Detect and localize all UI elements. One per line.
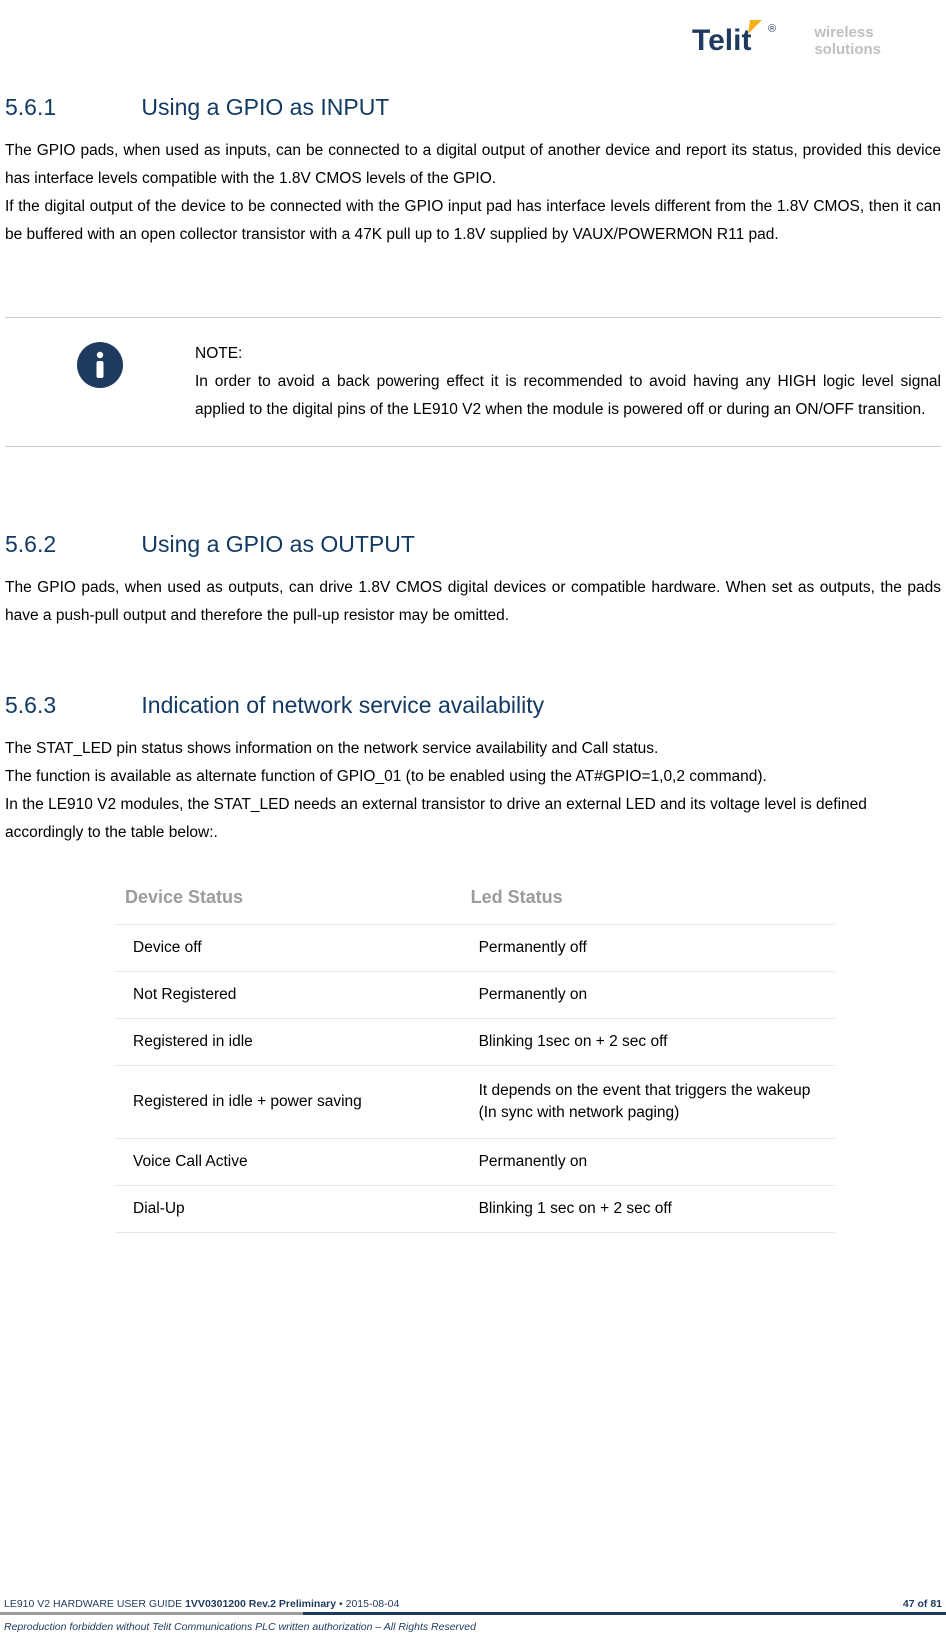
- table-header-row: Device Status Led Status: [115, 877, 835, 925]
- footer-doc-code: 1VV0301200 Rev.2 Preliminary: [185, 1598, 336, 1610]
- table-row: Dial-Up Blinking 1 sec on + 2 sec off: [115, 1186, 835, 1233]
- table-header: Led Status: [461, 877, 835, 925]
- led-status-table: Device Status Led Status Device off Perm…: [115, 877, 835, 1233]
- footer-bullet: •: [336, 1598, 346, 1610]
- heading-number: 5.6.3: [5, 692, 135, 719]
- note-label: NOTE:: [195, 340, 941, 368]
- heading-title: Indication of network service availabili…: [141, 692, 544, 718]
- brand-mark: Telit ®: [692, 18, 802, 63]
- footer-date: 2015-08-04: [346, 1598, 400, 1610]
- info-icon: [77, 342, 123, 388]
- table-cell: Permanently on: [461, 972, 835, 1019]
- paragraph: In the LE910 V2 modules, the STAT_LED ne…: [5, 791, 941, 847]
- note-callout: NOTE: In order to avoid a back powering …: [5, 318, 941, 446]
- brand-logo: Telit ® wireless solutions: [692, 18, 881, 63]
- footer-left-prefix: LE910 V2 HARDWARE USER GUIDE: [4, 1598, 185, 1610]
- svg-text:Telit: Telit: [692, 24, 751, 57]
- header: Telit ® wireless solutions: [0, 0, 946, 70]
- table-row: Not Registered Permanently on: [115, 972, 835, 1019]
- paragraph: The function is available as alternate f…: [5, 763, 941, 791]
- footer-page-number: 47 of 81: [903, 1598, 942, 1610]
- table-cell: Blinking 1sec on + 2 sec off: [461, 1019, 835, 1066]
- note-body: In order to avoid a back powering effect…: [195, 368, 941, 424]
- table-cell: Dial-Up: [115, 1186, 461, 1233]
- paragraph: The STAT_LED pin status shows informatio…: [5, 735, 941, 763]
- tagline-line2: solutions: [814, 41, 881, 58]
- heading-5-6-1: 5.6.1 Using a GPIO as INPUT: [5, 94, 941, 121]
- table-cell: Registered in idle: [115, 1019, 461, 1066]
- tagline-line1: wireless: [814, 24, 873, 41]
- table-cell: Voice Call Active: [115, 1139, 461, 1186]
- heading-title: Using a GPIO as INPUT: [141, 94, 389, 120]
- heading-number: 5.6.1: [5, 94, 135, 121]
- heading-5-6-3: 5.6.3 Indication of network service avai…: [5, 692, 941, 719]
- footer-doc-id: LE910 V2 HARDWARE USER GUIDE 1VV0301200 …: [4, 1598, 399, 1610]
- svg-text:®: ®: [768, 23, 776, 35]
- table-cell: Not Registered: [115, 972, 461, 1019]
- table-cell: It depends on the event that triggers th…: [461, 1066, 835, 1139]
- table-cell: Blinking 1 sec on + 2 sec off: [461, 1186, 835, 1233]
- heading-5-6-2: 5.6.2 Using a GPIO as OUTPUT: [5, 531, 941, 558]
- table-row: Device off Permanently off: [115, 925, 835, 972]
- paragraph: The GPIO pads, when used as inputs, can …: [5, 137, 941, 193]
- paragraph: The GPIO pads, when used as outputs, can…: [5, 574, 941, 630]
- paragraph: If the digital output of the device to b…: [5, 193, 941, 249]
- table-cell: Registered in idle + power saving: [115, 1066, 461, 1139]
- table-row: Registered in idle Blinking 1sec on + 2 …: [115, 1019, 835, 1066]
- heading-title: Using a GPIO as OUTPUT: [141, 531, 415, 557]
- table-row: Voice Call Active Permanently on: [115, 1139, 835, 1186]
- heading-number: 5.6.2: [5, 531, 135, 558]
- page-footer: LE910 V2 HARDWARE USER GUIDE 1VV0301200 …: [0, 1592, 946, 1641]
- brand-tagline: wireless solutions: [814, 24, 881, 58]
- footer-reproduction-notice: Reproduction forbidden without Telit Com…: [0, 1621, 946, 1633]
- table-cell: Permanently on: [461, 1139, 835, 1186]
- table-header: Device Status: [115, 877, 461, 925]
- table-cell: Permanently off: [461, 925, 835, 972]
- table-cell: Device off: [115, 925, 461, 972]
- footer-rule: [0, 1612, 946, 1615]
- table-row: Registered in idle + power saving It dep…: [115, 1066, 835, 1139]
